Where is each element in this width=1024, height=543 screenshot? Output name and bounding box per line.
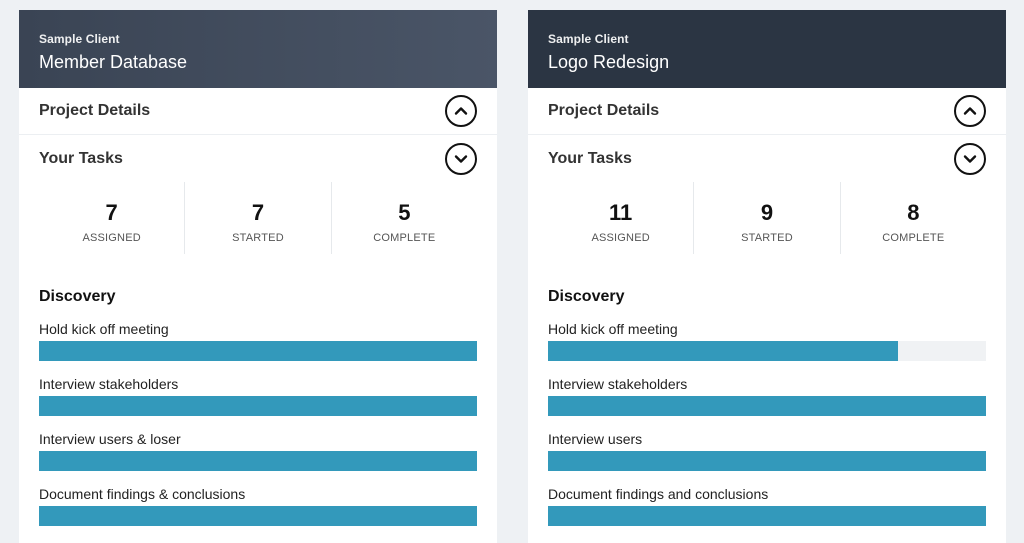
chevron-up-icon[interactable] (954, 95, 986, 127)
stat-value: 11 (609, 200, 633, 225)
chevron-down-icon[interactable] (445, 142, 477, 175)
task-name: Hold kick off meeting (39, 321, 169, 337)
project-details-label: Project Details (548, 102, 660, 119)
task-progress-bar[interactable] (39, 451, 477, 471)
phase-section: Discovery Hold kick off meeting Intervie… (528, 288, 1006, 526)
task-item: Hold kick off meeting (548, 321, 986, 361)
task-progress-bar[interactable] (548, 506, 986, 526)
task-stats: 11 ASSIGNED 9 STARTED 8 COMPLETE (528, 182, 1006, 254)
task-name: Interview stakeholders (39, 376, 179, 392)
task-name: Hold kick off meeting (548, 321, 678, 337)
task-stats: 7 ASSIGNED 7 STARTED 5 COMPLETE (19, 182, 497, 254)
task-progress-fill (548, 341, 899, 361)
task-name: Interview users & loser (39, 431, 181, 447)
stat-assigned: 7 ASSIGNED (39, 182, 186, 254)
task-name: Document findings & conclusions (39, 486, 246, 502)
task-item: Interview stakeholders (39, 376, 477, 416)
stat-label: COMPLETE (373, 232, 436, 244)
task-item: Hold kick off meeting (39, 321, 477, 361)
task-item: Interview users (548, 431, 986, 471)
task-progress-fill (548, 506, 986, 526)
stat-label: STARTED (232, 232, 284, 244)
stat-assigned: 11 ASSIGNED (548, 182, 695, 254)
project-card: Sample Client Member Database Project De… (19, 10, 497, 543)
your-tasks-label: Your Tasks (39, 149, 123, 167)
your-tasks-row[interactable]: Your Tasks (528, 135, 1006, 182)
project-card: Sample Client Logo Redesign Project Deta… (528, 10, 1006, 543)
stat-value: 7 (105, 200, 118, 225)
task-item: Interview stakeholders (548, 376, 986, 416)
phase-title: Discovery (548, 288, 625, 305)
task-progress-bar[interactable] (548, 396, 986, 416)
task-item: Document findings & conclusions (39, 486, 477, 526)
task-progress-bar[interactable] (548, 341, 986, 361)
task-progress-fill (39, 396, 477, 416)
your-tasks-row[interactable]: Your Tasks (19, 135, 497, 182)
stat-complete: 8 COMPLETE (841, 182, 986, 254)
project-details-row[interactable]: Project Details (528, 88, 1006, 135)
stat-label: ASSIGNED (591, 232, 650, 244)
project-title: Member Database (39, 52, 188, 72)
stat-complete: 5 COMPLETE (332, 182, 477, 254)
task-progress-fill (39, 451, 477, 471)
task-progress-fill (548, 451, 986, 471)
stat-value: 7 (251, 200, 265, 225)
stat-started: 7 STARTED (185, 182, 332, 254)
task-name: Interview users (548, 431, 643, 447)
task-name: Document findings and conclusions (548, 486, 769, 502)
task-progress-bar[interactable] (39, 341, 477, 361)
stat-label: STARTED (741, 232, 793, 244)
task-name: Interview stakeholders (548, 376, 688, 392)
project-details-row[interactable]: Project Details (19, 88, 497, 135)
stat-started: 9 STARTED (694, 182, 841, 254)
chevron-up-icon[interactable] (445, 95, 477, 127)
task-progress-fill (39, 341, 477, 361)
task-progress-bar[interactable] (39, 506, 477, 526)
task-progress-fill (39, 506, 477, 526)
task-item: Interview users & loser (39, 431, 477, 471)
phase-section: Discovery Hold kick off meeting Intervie… (19, 288, 497, 526)
task-progress-bar[interactable] (548, 451, 986, 471)
task-progress-fill (548, 396, 986, 416)
task-item: Document findings and conclusions (548, 486, 986, 526)
phase-title: Discovery (39, 288, 116, 305)
stat-value: 8 (907, 200, 920, 225)
card-header[interactable]: Sample Client Logo Redesign (528, 10, 1006, 88)
your-tasks-label: Your Tasks (548, 149, 632, 167)
card-header[interactable]: Sample Client Member Database (19, 10, 497, 88)
project-title: Logo Redesign (548, 52, 670, 72)
task-progress-bar[interactable] (39, 396, 477, 416)
client-name: Sample Client (39, 32, 120, 46)
project-details-label: Project Details (39, 102, 151, 119)
client-name: Sample Client (548, 32, 629, 46)
stat-value: 5 (398, 200, 411, 225)
chevron-down-icon[interactable] (954, 142, 986, 175)
stat-value: 9 (760, 200, 774, 225)
stat-label: ASSIGNED (82, 232, 141, 244)
stat-label: COMPLETE (882, 232, 945, 244)
